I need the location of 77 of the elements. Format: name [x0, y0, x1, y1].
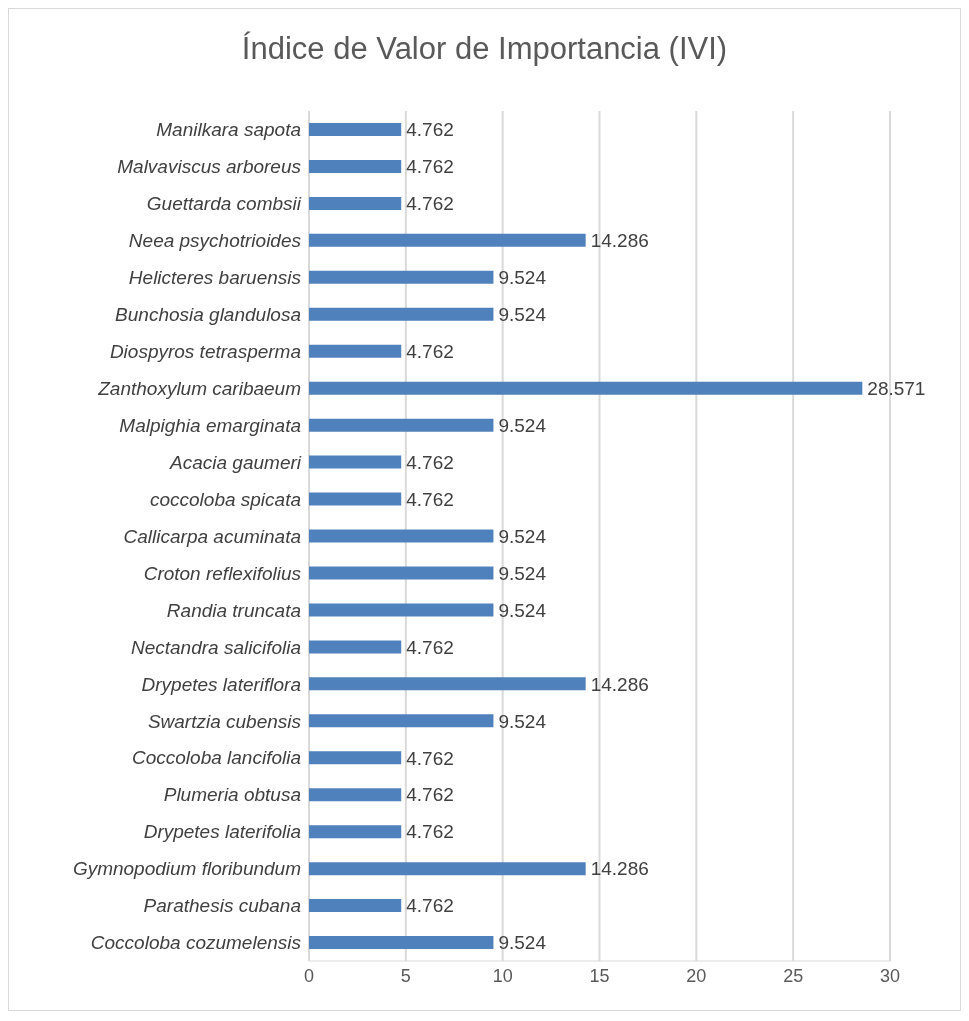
data-label: 9.524	[498, 562, 547, 584]
bar	[309, 714, 494, 728]
data-label: 4.762	[406, 821, 454, 843]
bar	[309, 381, 863, 395]
x-tick-label: 0	[303, 965, 315, 986]
data-label: 9.524	[498, 599, 547, 621]
data-label: 9.524	[498, 267, 547, 289]
data-label: 4.762	[406, 156, 454, 178]
bar	[309, 936, 494, 950]
data-label: 4.762	[406, 636, 454, 658]
x-tick-label: 15	[589, 965, 610, 986]
bar	[309, 492, 402, 506]
y-tick-label: Drypetes lateriflora	[141, 673, 301, 695]
y-tick-label: Malpighia emarginata	[119, 414, 301, 436]
x-tick-label: 5	[400, 965, 411, 986]
data-label: 4.762	[406, 747, 454, 769]
bar	[309, 418, 494, 432]
y-tick-label: Zanthoxylum caribaeum	[97, 377, 301, 399]
bar	[309, 566, 494, 580]
bar	[309, 677, 586, 691]
data-label: 4.762	[406, 119, 454, 141]
bar	[309, 455, 402, 469]
x-tick-label: 25	[783, 965, 804, 986]
data-label: 4.762	[406, 451, 454, 473]
y-tick-label: Parathesis cubana	[143, 895, 301, 917]
y-tick-label: coccoloba spicata	[149, 488, 301, 510]
data-label: 4.762	[406, 784, 454, 806]
y-tick-label: Gymnopodium floribundum	[72, 858, 301, 880]
data-label: 14.286	[590, 673, 649, 695]
x-tick-label: 30	[879, 965, 901, 986]
bar	[309, 233, 586, 247]
y-tick-label: Randia truncata	[166, 599, 301, 621]
bar	[309, 159, 402, 173]
data-label: 28.571	[867, 377, 926, 399]
y-tick-label: Bunchosia glandulosa	[115, 304, 301, 326]
data-label: 4.762	[406, 193, 454, 215]
bar	[309, 196, 402, 210]
data-label: 9.524	[498, 525, 547, 547]
y-tick-label: Drypetes laterifolia	[143, 821, 301, 843]
bar	[309, 899, 402, 913]
y-tick-label: Diospyros tetrasperma	[109, 340, 301, 362]
data-label: 9.524	[498, 414, 547, 436]
data-label: 4.762	[406, 340, 454, 362]
y-tick-label: Malvaviscus arboreus	[117, 156, 302, 178]
bar	[309, 825, 402, 839]
y-tick-label: Acacia gaumeri	[169, 451, 302, 473]
data-label: 9.524	[498, 932, 547, 954]
data-label: 4.762	[406, 488, 454, 510]
y-tick-label: Nectandra salicifolia	[130, 636, 301, 658]
x-tick-label: 20	[686, 965, 707, 986]
bar	[309, 788, 402, 802]
chart-title: Índice de Valor de Importancia (IVI)	[240, 30, 729, 68]
bar	[309, 640, 402, 654]
bar	[309, 862, 586, 876]
y-tick-label: Plumeria obtusa	[163, 784, 301, 806]
y-tick-label: Guettarda combsii	[146, 193, 302, 215]
bar	[309, 270, 494, 284]
y-tick-label: Swartzia cubensis	[147, 710, 302, 732]
data-label: 14.286	[590, 858, 649, 880]
y-tick-label: Neea psychotrioides	[128, 230, 302, 252]
bar	[309, 603, 494, 617]
y-tick-label: Callicarpa acuminata	[123, 525, 301, 547]
data-label: 9.524	[498, 304, 547, 326]
bar	[309, 751, 402, 765]
data-label: 4.762	[406, 895, 454, 917]
bar	[309, 123, 402, 136]
y-tick-label: Manilkara sapota	[156, 119, 301, 141]
bar	[309, 529, 494, 543]
bar	[309, 344, 402, 358]
data-label: 14.286	[590, 230, 649, 252]
x-tick-label: 10	[492, 965, 513, 986]
y-tick-label: Helicteres baruensis	[128, 267, 302, 289]
bar	[309, 307, 494, 321]
y-tick-label: Coccoloba cozumelensis	[90, 932, 302, 954]
y-tick-label: Croton reflexifolius	[143, 562, 302, 584]
y-tick-label: Coccoloba lancifolia	[132, 747, 301, 769]
data-label: 9.524	[498, 710, 547, 732]
